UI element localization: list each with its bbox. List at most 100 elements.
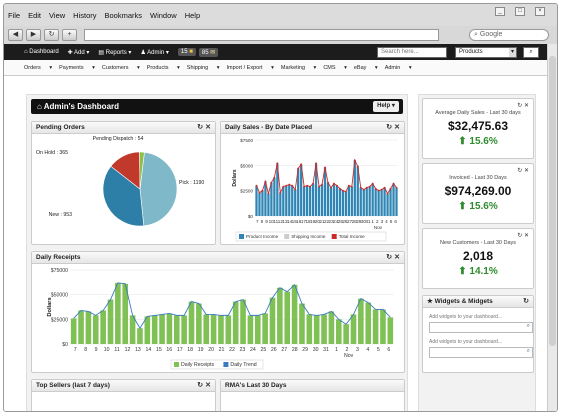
- close-icon[interactable]: ×: [535, 7, 545, 16]
- stat-value: $32,475.63: [447, 119, 509, 133]
- refresh-icon[interactable]: ↻: [197, 124, 204, 131]
- trend-point: [377, 189, 380, 192]
- x-tick-label: 20: [208, 347, 214, 353]
- toolbar-reports[interactable]: ▤ Reports ▾: [98, 49, 132, 56]
- back-icon[interactable]: ◀: [8, 29, 23, 41]
- nav-import-export-label: Import / Export: [226, 64, 263, 71]
- admin-search-input[interactable]: Search here...: [377, 46, 447, 58]
- bar: [350, 186, 353, 216]
- nav-cms[interactable]: CMS ▾: [323, 64, 347, 71]
- search-scope-value: Products: [459, 48, 483, 55]
- close-icon[interactable]: ✕: [394, 124, 400, 131]
- nav-customers[interactable]: Customers ▾: [101, 64, 140, 71]
- nav-cms-label: CMS: [323, 64, 336, 71]
- bar: [380, 309, 386, 344]
- bar: [365, 187, 368, 216]
- bar: [282, 186, 285, 216]
- close-icon[interactable]: ✕: [205, 382, 211, 389]
- trend-point: [267, 192, 270, 195]
- page-scrollbar[interactable]: [547, 44, 557, 411]
- trend-point: [330, 186, 332, 189]
- trend-point: [255, 184, 258, 187]
- menu-file[interactable]: File: [8, 10, 21, 20]
- trend-point: [374, 187, 377, 190]
- refresh-icon[interactable]: ↻: [517, 168, 523, 174]
- close-icon[interactable]: ✕: [523, 168, 529, 174]
- forward-icon[interactable]: ▶: [26, 29, 41, 41]
- x-tick-label: 6: [394, 219, 397, 224]
- nav-import-export[interactable]: Import / Export ▾: [226, 64, 274, 71]
- x-tick-label: 26: [271, 347, 277, 353]
- close-icon[interactable]: ✕: [523, 103, 529, 109]
- x-tick-label: 17: [177, 347, 183, 353]
- menu-window[interactable]: Window: [150, 10, 177, 20]
- menu-help[interactable]: Help: [184, 10, 201, 20]
- nav-orders[interactable]: Orders ▾: [24, 64, 53, 71]
- browser-search-input[interactable]: ⌕ Google: [469, 29, 549, 41]
- minimize-icon[interactable]: _: [495, 7, 505, 16]
- stat-change: ⬆ 15.6%: [423, 201, 533, 212]
- refresh-icon[interactable]: ↻: [386, 124, 393, 131]
- nav-admin[interactable]: Admin ▾: [384, 64, 412, 71]
- menu-edit[interactable]: Edit: [28, 10, 42, 20]
- maximize-icon[interactable]: □: [515, 7, 525, 16]
- bar: [335, 319, 342, 344]
- panel-title: Widgets & Midgets: [434, 298, 493, 305]
- nav-marketing[interactable]: Marketing ▾: [280, 64, 317, 71]
- refresh-icon[interactable]: ↻: [523, 298, 529, 305]
- refresh-icon[interactable]: ↻: [197, 382, 204, 389]
- daily-receipts-panel: Daily Receipts ↻ ✕ $75000 $50000 $25000 $0 Do…: [31, 251, 405, 373]
- message-badge[interactable]: 85 ✉: [198, 47, 219, 57]
- toolbar-dashboard[interactable]: ⌂ Dashboard: [24, 49, 59, 55]
- search-go-button[interactable]: ⌕: [523, 46, 539, 58]
- toolbar-admin[interactable]: ♟ Admin ▾: [140, 49, 169, 56]
- stat-card: ↻ ✕ Invoiced - Last 30 Days $974,269.00 …: [422, 163, 534, 224]
- close-icon[interactable]: ✕: [394, 254, 400, 261]
- bar: [225, 315, 232, 344]
- nav-ebay[interactable]: eBay ▾: [353, 64, 378, 71]
- bar: [350, 314, 357, 344]
- menu-bookmarks[interactable]: Bookmarks: [104, 10, 143, 20]
- nav-payments[interactable]: Payments ▾: [59, 64, 95, 71]
- bar: [196, 303, 202, 344]
- bar: [359, 187, 362, 216]
- add-tab-icon[interactable]: +: [62, 29, 77, 41]
- search-scope-select[interactable]: Products ▾: [455, 46, 517, 58]
- x-tick-label: 27: [281, 347, 287, 353]
- bar: [85, 311, 92, 344]
- x-tick-label: 14: [287, 219, 293, 224]
- scrollbar-thumb[interactable]: [549, 56, 556, 346]
- bar: [255, 185, 258, 216]
- arrow-up-icon: ⬆: [458, 266, 470, 277]
- close-icon[interactable]: ✕: [205, 124, 211, 131]
- widget-search-input[interactable]: ⌕: [429, 322, 533, 333]
- bar: [297, 168, 300, 216]
- refresh-icon[interactable]: ↻: [517, 103, 523, 109]
- close-icon[interactable]: ✕: [523, 233, 529, 239]
- menu-history[interactable]: History: [73, 10, 97, 20]
- x-tick-label: 7: [256, 219, 259, 224]
- notification-badge[interactable]: 15 ■: [177, 48, 196, 56]
- bar: [137, 328, 143, 344]
- nav-products[interactable]: Products ▾: [146, 64, 180, 71]
- widget-search-input[interactable]: ⌕: [429, 347, 533, 358]
- search-icon: ⌕: [529, 48, 533, 55]
- nav-shipping[interactable]: Shipping ▾: [186, 64, 220, 71]
- bar: [284, 291, 291, 344]
- x-tick-label: 29: [356, 219, 362, 224]
- menu-view[interactable]: View: [49, 10, 66, 20]
- x-tick-label: 28: [292, 347, 298, 353]
- refresh-icon[interactable]: ↻: [517, 233, 523, 239]
- chevron-down-icon: ▾: [508, 47, 516, 57]
- trend-point: [261, 189, 264, 192]
- url-input[interactable]: [84, 29, 439, 41]
- trend-point: [344, 190, 347, 193]
- x-tick-label: 15: [292, 219, 298, 224]
- refresh-icon[interactable]: ↻: [386, 254, 393, 261]
- reload-icon[interactable]: ↻: [44, 29, 59, 41]
- trend-point: [365, 186, 368, 189]
- toolbar-add[interactable]: ✚ Add ▾: [67, 49, 90, 56]
- x-tick-label: 22: [324, 219, 330, 224]
- x-tick-label: 19: [198, 347, 204, 353]
- help-button[interactable]: Help ▾: [373, 101, 399, 112]
